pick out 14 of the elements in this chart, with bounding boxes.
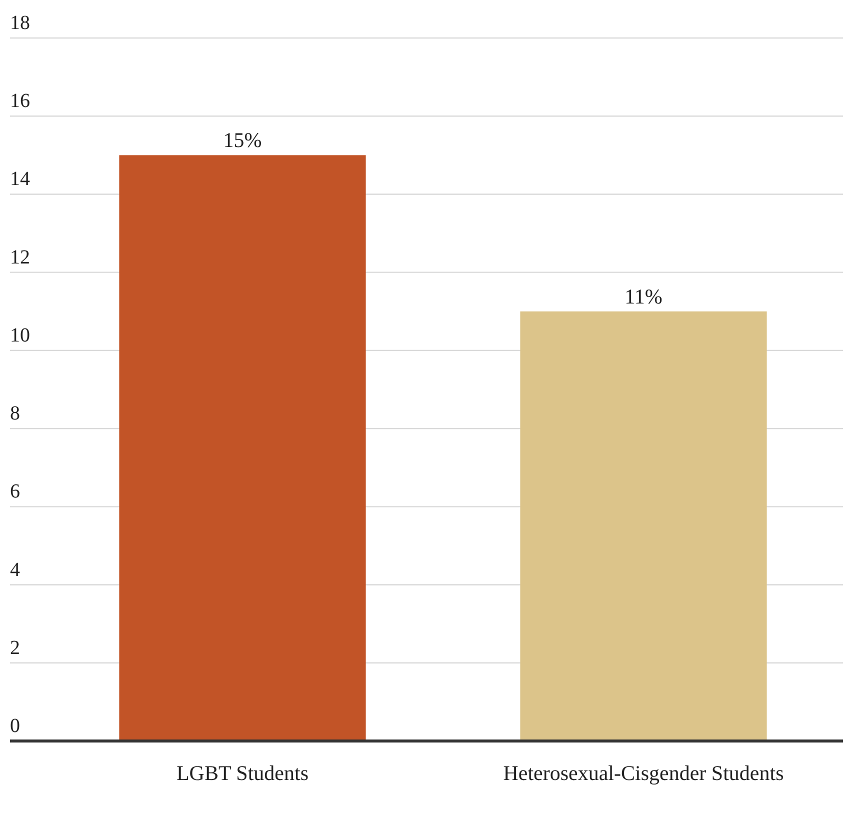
x-tick-label: Heterosexual-Cisgender Students [503, 761, 784, 785]
data-label: 15% [223, 128, 262, 152]
y-tick-label: 12 [10, 246, 30, 268]
y-tick-label: 10 [10, 324, 30, 346]
y-tick-label: 0 [10, 715, 20, 737]
y-tick-label: 14 [10, 168, 30, 190]
y-tick-label: 16 [10, 90, 30, 112]
y-tick-label: 6 [10, 480, 20, 503]
y-tick-label: 8 [10, 402, 20, 425]
data-label: 11% [624, 284, 662, 308]
y-tick-label: 2 [10, 636, 20, 659]
y-tick-label: 18 [10, 12, 30, 34]
y-tick-label: 4 [10, 558, 20, 581]
x-tick-label: LGBT Students [176, 761, 309, 785]
